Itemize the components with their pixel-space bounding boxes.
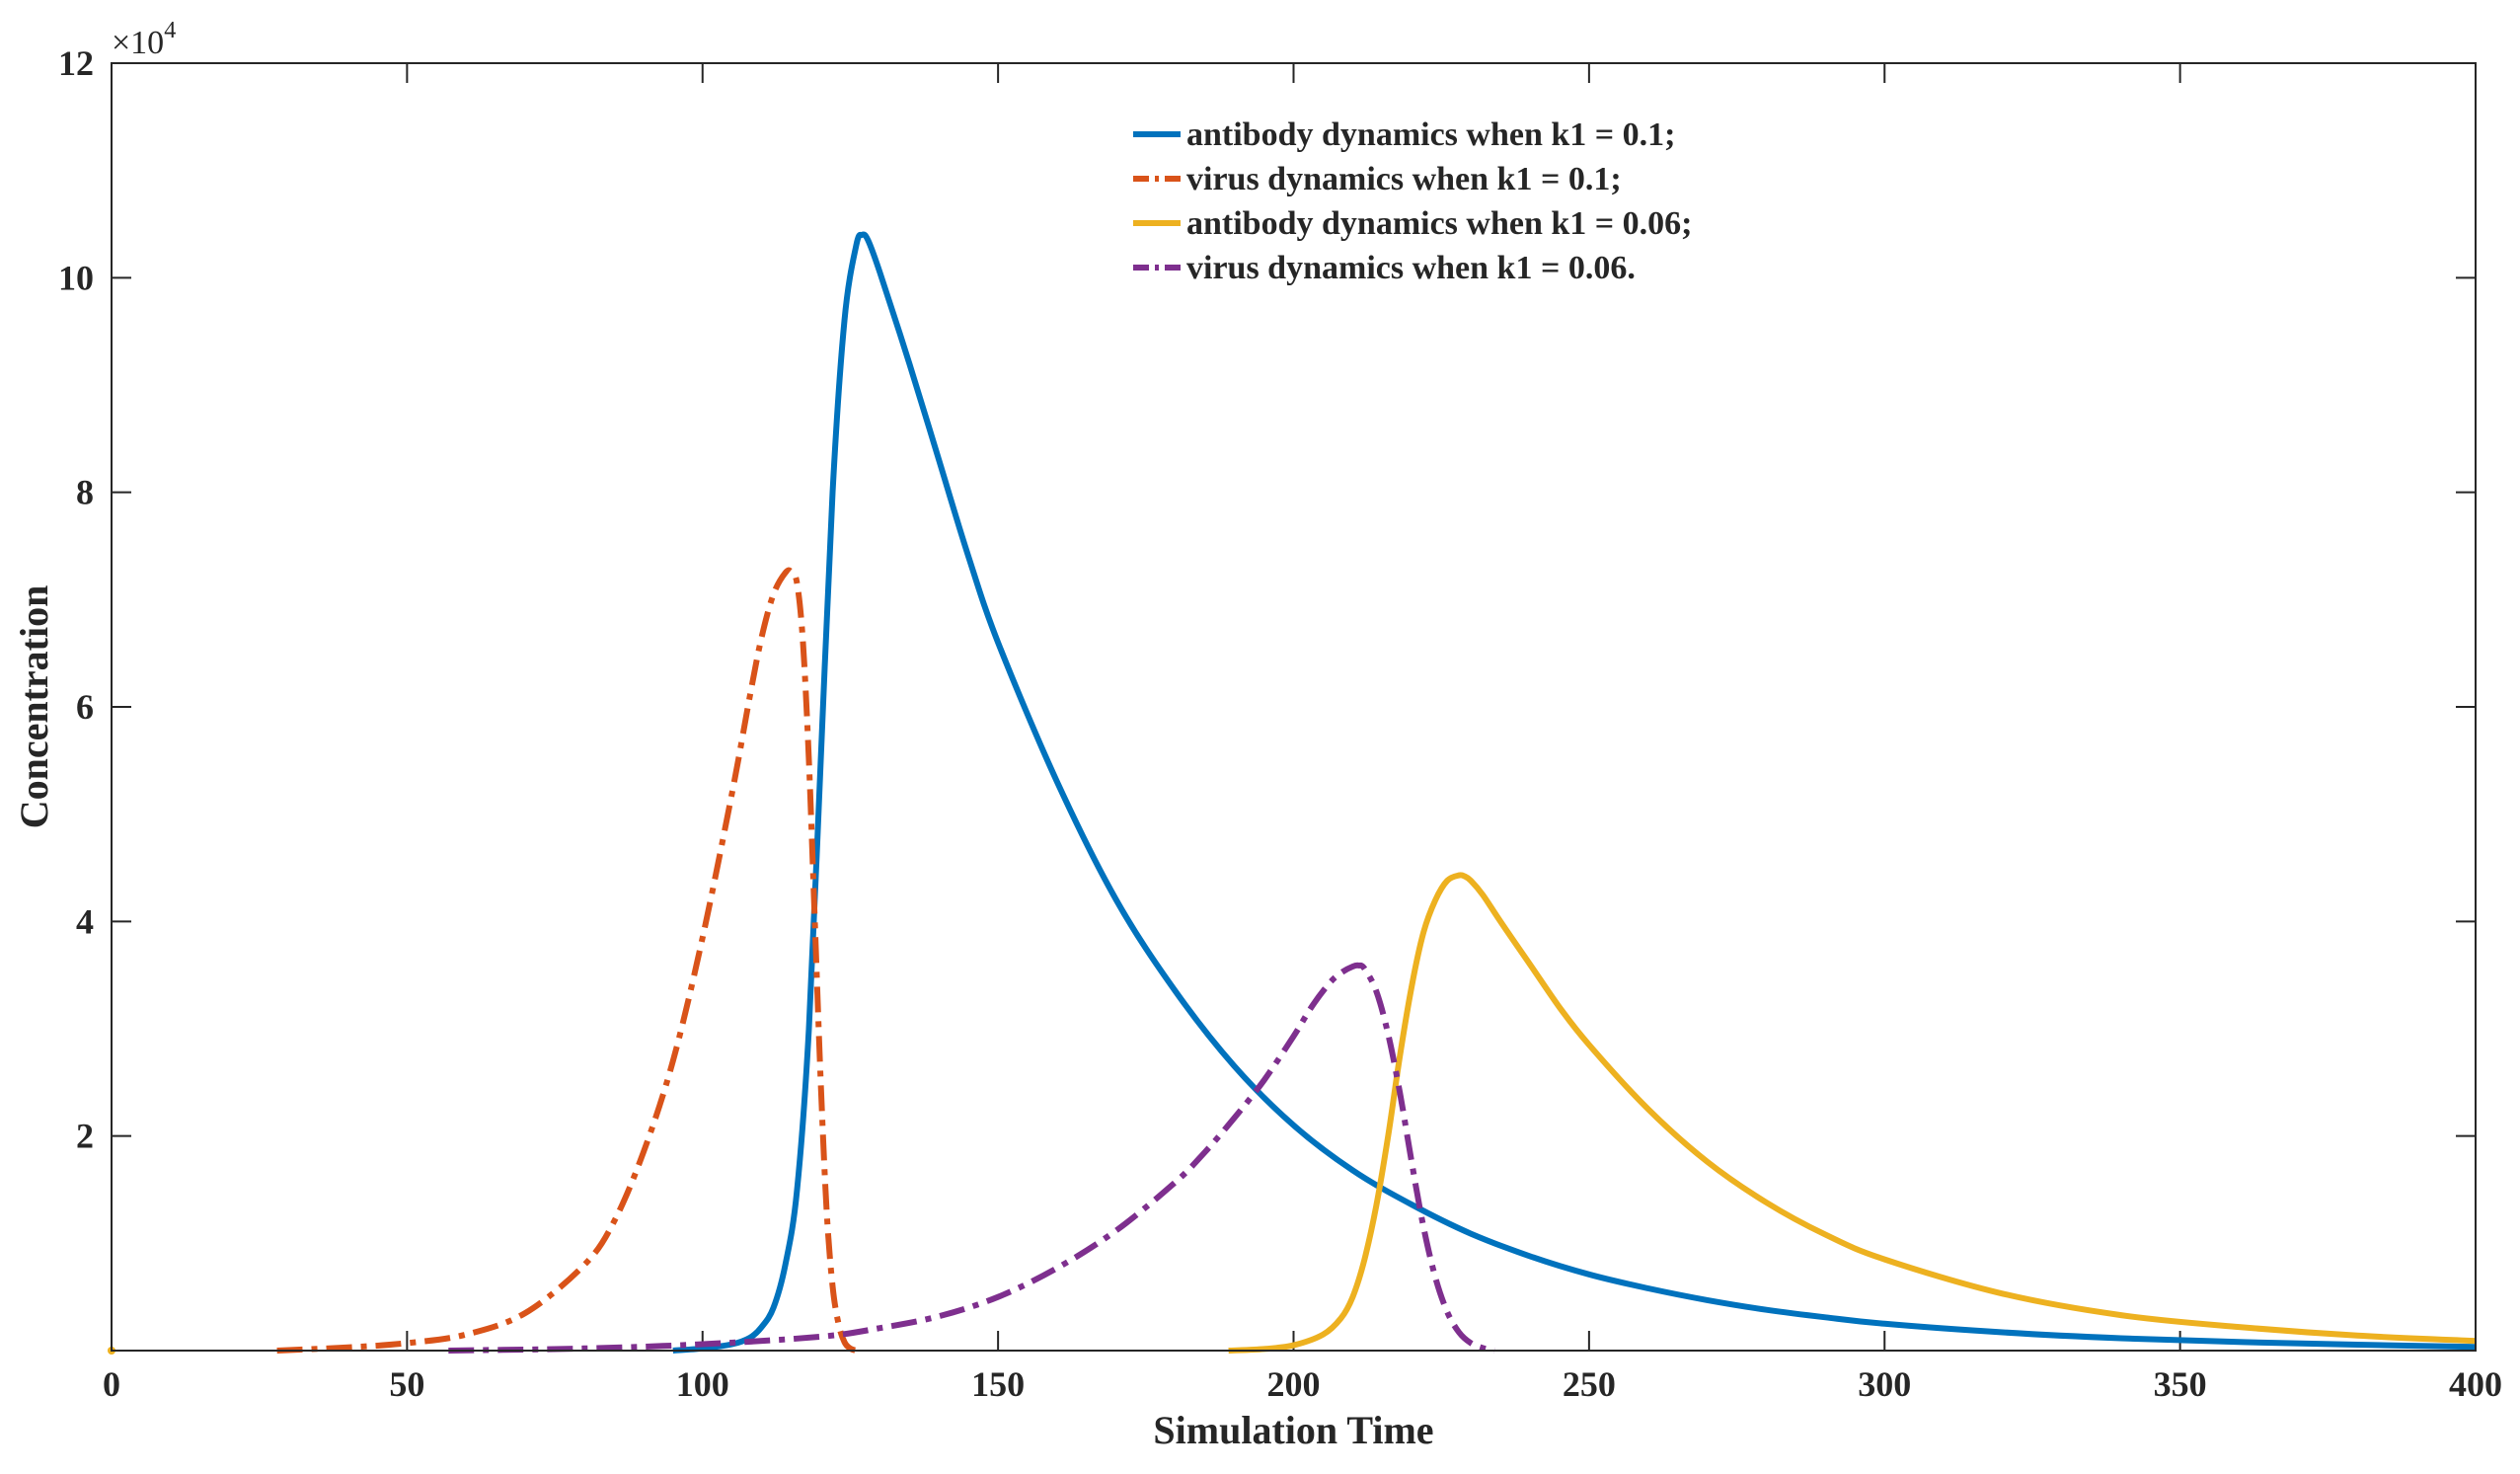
x-tick-label: 0 — [103, 1364, 120, 1404]
series-line-4 — [448, 962, 1495, 1354]
x-tick-label: 100 — [676, 1364, 729, 1404]
series-line-1 — [672, 231, 2477, 1354]
legend-label-3: antibody dynamics when k1 = 0.06; — [1186, 205, 1692, 242]
tick-labels-group: 0 50 100 150 200 250 300 350 400 2 4 6 8 10 12 — [58, 43, 2502, 1404]
x-tick-label: 150 — [971, 1364, 1025, 1404]
legend-label-1: antibody dynamics when k1 = 0.1; — [1186, 116, 1675, 153]
legend-label-2: virus dynamics when k1 = 0.1; — [1186, 161, 1622, 197]
series-line-2 — [276, 567, 858, 1354]
series-group — [108, 231, 2477, 1355]
x-axis-label: Simulation Time — [1153, 1408, 1433, 1452]
y-tick-label: 4 — [76, 901, 94, 941]
y-tick-label: 10 — [58, 258, 94, 297]
x-tick-label: 200 — [1267, 1364, 1321, 1404]
x-tick-label: 250 — [1563, 1364, 1616, 1404]
x-tick-label: 300 — [1858, 1364, 1911, 1404]
y-tick-label: 12 — [58, 43, 94, 83]
y-tick-label: 6 — [76, 687, 94, 727]
y-axis-label: Concentration — [12, 585, 56, 829]
legend: antibody dynamics when k1 = 0.1; virus dy… — [1133, 116, 1692, 286]
x-tick-label: 350 — [2154, 1364, 2207, 1404]
y-tick-label: 8 — [76, 473, 94, 512]
y-exponent-power: 4 — [164, 18, 176, 43]
y-exponent-base: ×10 — [112, 25, 164, 61]
y-exponent-label: ×104 — [112, 18, 176, 61]
x-tick-label: 50 — [389, 1364, 424, 1404]
series-line-3 — [1228, 872, 2477, 1354]
x-tick-label: 400 — [2449, 1364, 2502, 1404]
y-tick-label: 2 — [76, 1117, 94, 1156]
axes-box — [111, 62, 2477, 1352]
legend-label-4: virus dynamics when k1 = 0.06. — [1186, 250, 1636, 286]
